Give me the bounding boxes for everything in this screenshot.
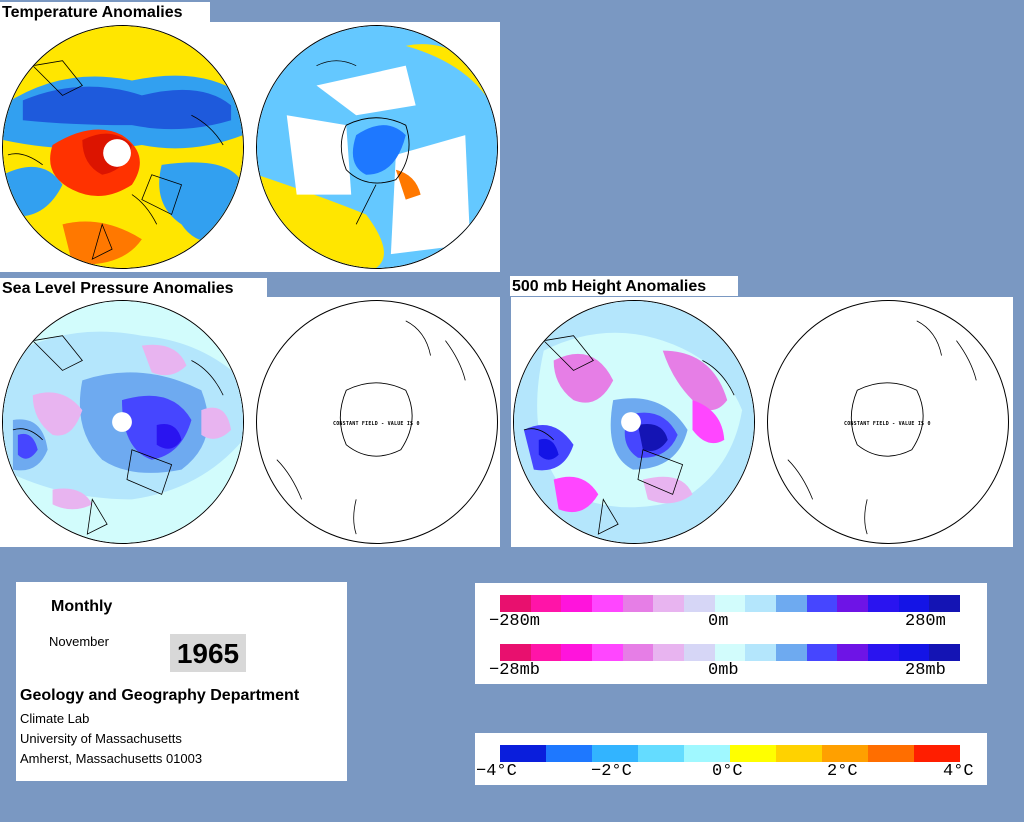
temperature-colorbar-swatch <box>500 745 546 762</box>
height-panel: CONSTANT FIELD - VALUE IS 0 <box>511 297 1013 547</box>
height-colorbar-swatch <box>929 595 961 612</box>
address-label: Amherst, Massachusetts 01003 <box>20 751 203 766</box>
pressure-colorbar-swatch <box>745 644 777 661</box>
height-colorbar-swatch <box>806 595 838 612</box>
pressure-colorbar-swatch <box>806 644 838 661</box>
temperature-legend: −4°C −2°C 0°C 2°C 4°C <box>475 733 987 785</box>
temperature-south-globe <box>256 25 498 269</box>
temperature-colorbar-swatch <box>776 745 822 762</box>
height-south-note: CONSTANT FIELD - VALUE IS 0 <box>844 421 931 427</box>
pressure-colorbar-swatch <box>837 644 869 661</box>
pressure-colorbar-swatch <box>868 644 899 661</box>
temperature-colorbar-swatch <box>822 745 868 762</box>
slp-title: Sea Level Pressure Anomalies <box>0 278 267 298</box>
temp-tick-minus2: −2°C <box>591 762 632 781</box>
temp-tick-minus4: −4°C <box>476 762 517 781</box>
pressure-colorbar-swatch <box>653 644 685 661</box>
temperature-colorbar-swatch <box>684 745 730 762</box>
temperature-panel <box>0 22 500 272</box>
temp-tick-0: 0°C <box>712 762 743 781</box>
height-colorbar-swatch <box>898 595 930 612</box>
height-colorbar-swatch <box>776 595 807 612</box>
department-label: Geology and Geography Department <box>20 687 300 704</box>
height-south-globe: CONSTANT FIELD - VALUE IS 0 <box>767 300 1009 544</box>
anomaly-legend: −280m 0m 280m −28mb 0mb 28mb <box>475 583 987 684</box>
height-min-label: −280m <box>489 612 541 631</box>
height-max-label: 280m <box>905 612 946 631</box>
temperature-colorbar-swatch <box>868 745 914 762</box>
temperature-colorbar-swatch <box>638 745 684 762</box>
temp-tick-2: 2°C <box>827 762 858 781</box>
pressure-colorbar-swatch <box>776 644 807 661</box>
temperature-colorbar-swatch <box>914 745 960 762</box>
pressure-colorbar-swatch <box>684 644 715 661</box>
pressure-max-label: 28mb <box>905 661 946 680</box>
year-badge: 1965 <box>170 634 246 672</box>
height-mid-label: 0m <box>708 612 729 631</box>
temperature-north-globe <box>2 25 244 269</box>
temperature-colorbar-swatch <box>730 745 776 762</box>
temperature-colorbar-swatch <box>592 745 638 762</box>
temperature-title: Temperature Anomalies <box>0 2 210 22</box>
pressure-colorbar-swatch <box>622 644 654 661</box>
height-colorbar-swatch <box>592 595 623 612</box>
height-colorbar-swatch <box>714 595 746 612</box>
height-north-globe <box>513 300 755 544</box>
slp-south-globe: CONSTANT FIELD - VALUE IS 0 <box>256 300 498 544</box>
university-label: University of Massachusetts <box>20 731 182 746</box>
pressure-colorbar-swatch <box>714 644 746 661</box>
pressure-colorbar-swatch <box>592 644 623 661</box>
height-colorbar-swatch <box>684 595 715 612</box>
height-colorbar-swatch <box>837 595 869 612</box>
slp-north-globe <box>2 300 244 544</box>
pressure-mid-label: 0mb <box>708 661 739 680</box>
height-colorbar-swatch <box>745 595 777 612</box>
height-colorbar-swatch <box>653 595 685 612</box>
temperature-colorbar <box>500 745 960 762</box>
height-colorbar <box>500 595 961 612</box>
month-label: November <box>49 634 109 649</box>
temperature-colorbar-swatch <box>546 745 592 762</box>
period-label: Monthly <box>51 598 113 615</box>
height-colorbar-swatch <box>622 595 654 612</box>
height-title: 500 mb Height Anomalies <box>510 276 738 296</box>
temp-tick-4: 4°C <box>943 762 974 781</box>
height-colorbar-swatch <box>530 595 562 612</box>
height-colorbar-swatch <box>868 595 899 612</box>
pressure-colorbar <box>500 644 961 661</box>
pressure-colorbar-swatch <box>561 644 593 661</box>
info-box: Monthly November 1965 Geology and Geogra… <box>16 582 347 781</box>
lab-label: Climate Lab <box>20 711 90 726</box>
pressure-colorbar-swatch <box>530 644 562 661</box>
height-colorbar-swatch <box>500 595 531 612</box>
slp-panel: CONSTANT FIELD - VALUE IS 0 <box>0 297 500 547</box>
pressure-colorbar-swatch <box>500 644 531 661</box>
pressure-colorbar-swatch <box>898 644 930 661</box>
slp-south-note: CONSTANT FIELD - VALUE IS 0 <box>333 421 420 427</box>
pressure-min-label: −28mb <box>489 661 541 680</box>
pressure-colorbar-swatch <box>929 644 961 661</box>
height-colorbar-swatch <box>561 595 593 612</box>
